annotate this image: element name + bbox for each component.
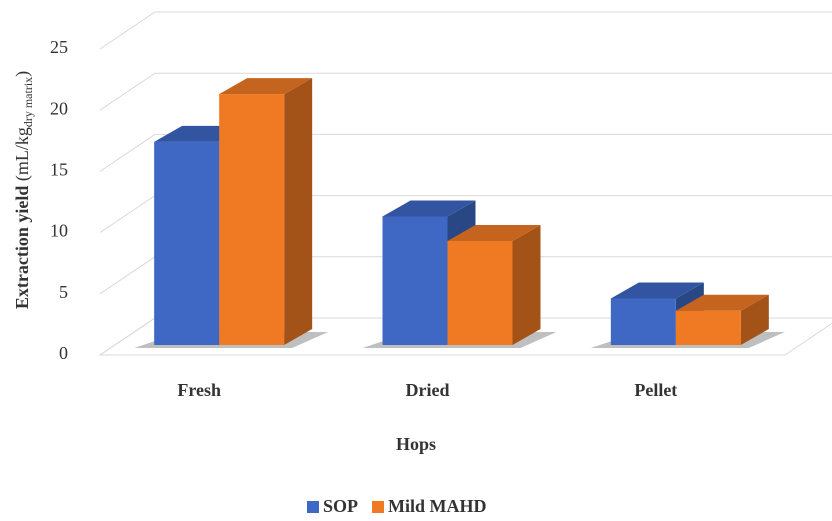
y-tick-label: 10 [50,221,68,241]
bar [154,141,220,345]
bar [675,310,741,345]
bar-side [740,294,769,345]
x-tick-label: Dried [406,380,450,400]
bar [382,216,448,345]
bar-group [447,224,541,345]
bar [610,298,676,345]
legend-label: Mild MAHD [388,496,487,516]
y-tick-label: 15 [50,160,68,180]
bar-top [447,224,541,241]
grid-line [99,72,832,111]
y-tick-label: 5 [59,282,68,302]
bar-group [675,294,769,345]
grid-line [99,133,832,172]
grid-line [99,11,832,50]
bar [219,94,285,345]
bar-group [219,78,313,345]
legend-swatch [372,501,385,513]
bar [447,240,513,345]
legend-label: SOP [323,496,358,516]
bar-side [284,78,313,345]
bar-top [610,282,704,299]
x-tick-label: Fresh [177,380,221,400]
y-axis-unit: (mL/kg [12,127,33,181]
y-axis-unit-sub: dry matrix [21,77,35,127]
y-axis-unit-close: ) [12,71,33,77]
bar-top [675,294,769,311]
bar-group [382,200,476,345]
x-axis-title: Hops [396,434,436,454]
y-tick-label: 20 [50,98,68,118]
y-tick-label: 25 [50,37,68,57]
bar-top [219,78,313,95]
x-tick-label: Pellet [634,380,677,400]
bar-side [512,224,541,345]
y-axis-title: Extraction yield (mL/kgdry matrix) [12,71,35,309]
y-tick-label: 0 [59,343,68,363]
y-axis-title-main: Extraction yield [12,186,32,310]
bar-top [382,200,476,217]
legend-swatch [307,501,319,513]
